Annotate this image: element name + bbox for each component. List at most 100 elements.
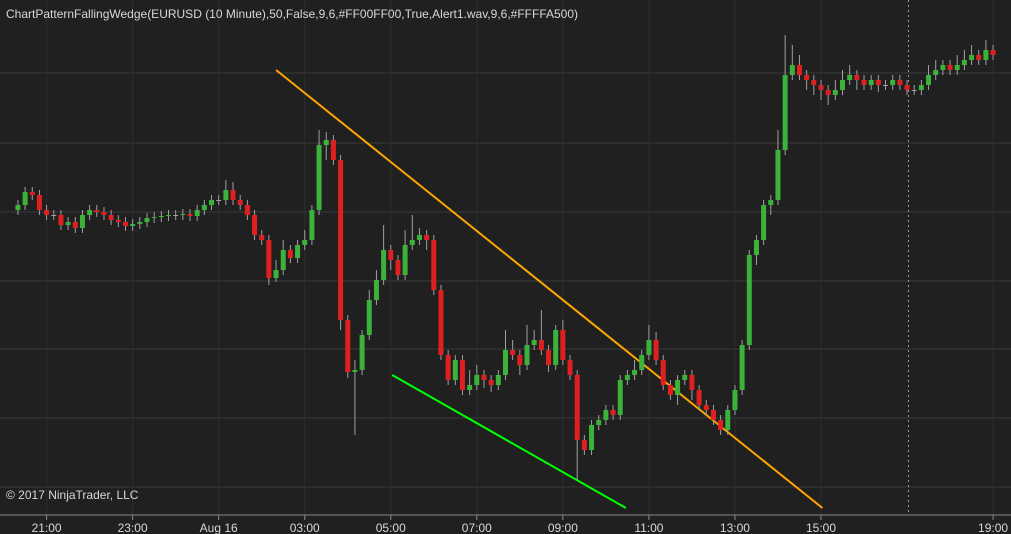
- candle-body: [796, 65, 802, 75]
- x-tick-label: 15:00: [806, 521, 836, 534]
- trend-line: [275, 69, 824, 509]
- candle-body: [567, 360, 573, 375]
- candle-body: [517, 355, 523, 365]
- candle-body: [87, 210, 93, 215]
- candles: [15, 35, 996, 480]
- candle-body: [653, 340, 659, 360]
- candle-body: [481, 375, 487, 380]
- candle-body: [101, 212, 107, 215]
- candle-body: [180, 214, 186, 215]
- candle-body: [216, 200, 222, 201]
- candle-body: [144, 218, 150, 222]
- candle-body: [151, 217, 157, 218]
- candle-body: [309, 210, 315, 240]
- candle-body: [911, 90, 917, 91]
- candle-body: [581, 440, 587, 450]
- candle-body: [725, 410, 731, 430]
- x-tick-label: 07:00: [462, 521, 492, 534]
- candle-body: [682, 375, 688, 380]
- candle-body: [589, 425, 595, 450]
- candle-body: [632, 370, 638, 375]
- candle-body: [617, 380, 623, 415]
- candle-body: [266, 240, 272, 278]
- candle-body: [409, 240, 415, 245]
- candle-body: [976, 55, 982, 60]
- x-tick-label: 03:00: [290, 521, 320, 534]
- candle-body: [424, 235, 430, 240]
- candle-body: [373, 280, 379, 300]
- candle-body: [273, 270, 279, 278]
- candle-body: [610, 410, 616, 415]
- candle-body: [345, 320, 351, 372]
- candle-body: [237, 200, 243, 205]
- candle-body: [503, 350, 508, 375]
- candle-body: [137, 222, 143, 224]
- candle-body: [904, 85, 910, 90]
- candle-body: [782, 75, 788, 150]
- candle-body: [675, 380, 681, 395]
- candle-body: [366, 300, 372, 335]
- x-axis: 21:00 23:00 Aug 16 03:00 05:00 07:00 09:00 11:0…: [32, 515, 1008, 534]
- candle-body: [416, 235, 422, 240]
- candle-body: [983, 50, 989, 60]
- candle-body: [990, 50, 996, 55]
- candle-body: [897, 80, 903, 85]
- candle-body: [954, 65, 960, 70]
- candle-body: [495, 375, 501, 385]
- candle-body: [753, 240, 759, 255]
- candle-body: [847, 75, 853, 80]
- candle-body: [596, 420, 602, 425]
- candle-body: [969, 55, 975, 60]
- candle-body: [811, 80, 817, 85]
- candle-body: [710, 410, 716, 420]
- candle-body: [961, 60, 967, 65]
- candle-body: [696, 390, 702, 405]
- candle-body: [338, 160, 344, 320]
- candle-body: [804, 75, 810, 80]
- candle-body: [115, 220, 121, 222]
- candle-body: [639, 355, 645, 370]
- candle-body: [703, 405, 709, 410]
- candle-body: [868, 80, 874, 85]
- candle-body: [280, 250, 286, 270]
- candle-body: [431, 240, 437, 290]
- x-tick-label: 05:00: [376, 521, 406, 534]
- x-tick-label: 19:00: [978, 521, 1008, 534]
- candle-body: [72, 222, 78, 228]
- candle-body: [302, 240, 308, 245]
- candle-body: [488, 380, 494, 385]
- candle-body: [244, 205, 250, 215]
- x-tick-label: 23:00: [118, 521, 148, 534]
- candle-body: [223, 190, 229, 200]
- candle-body: [883, 85, 889, 86]
- candle-body: [739, 345, 745, 390]
- candle-body: [209, 200, 215, 205]
- candle-body: [818, 85, 824, 90]
- candle-body: [689, 375, 695, 390]
- candle-body: [316, 145, 322, 210]
- candle-body: [166, 215, 171, 216]
- candle-body: [58, 215, 64, 225]
- candle-body: [158, 216, 164, 217]
- candle-body: [603, 410, 609, 420]
- candle-body: [574, 375, 580, 440]
- x-tick-label: 21:00: [32, 521, 62, 534]
- candle-body: [624, 375, 630, 380]
- candle-body: [323, 140, 329, 145]
- candle-body: [918, 85, 924, 90]
- candle-body: [524, 345, 530, 365]
- candle-body: [732, 390, 738, 410]
- candle-body: [36, 195, 42, 210]
- candle-body: [94, 210, 100, 212]
- candle-body: [926, 75, 932, 85]
- candle-body: [775, 150, 781, 200]
- x-tick-label: 11:00: [634, 521, 663, 534]
- x-tick-label: 13:00: [720, 521, 750, 534]
- candle-body: [947, 65, 953, 70]
- candle-body: [531, 340, 537, 345]
- candle-body: [667, 385, 673, 395]
- candle-body: [22, 192, 28, 205]
- candle-body: [890, 80, 896, 85]
